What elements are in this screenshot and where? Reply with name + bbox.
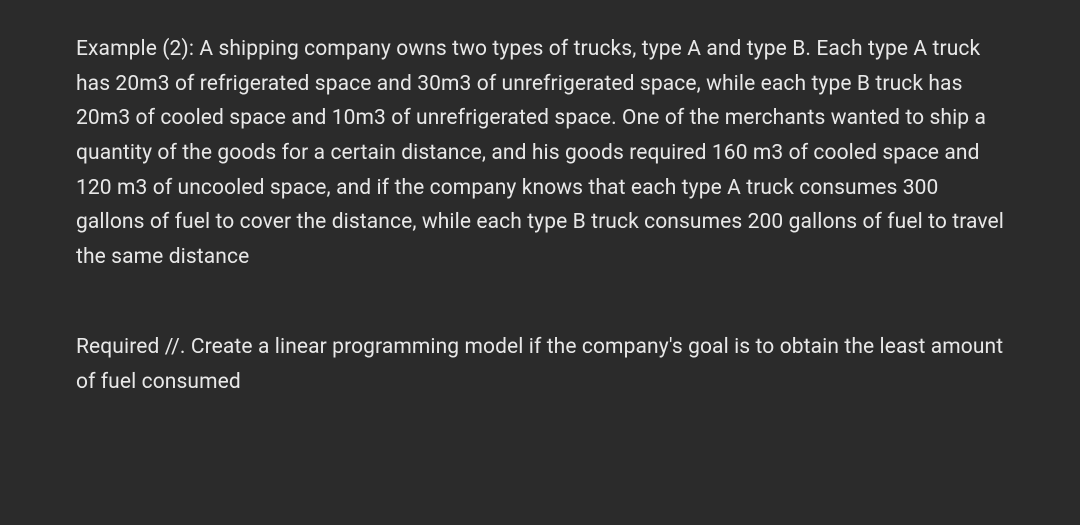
required-task-paragraph: Required //. Create a linear programming… <box>76 330 1008 399</box>
paragraph-spacer <box>76 274 1008 330</box>
problem-statement-paragraph: Example (2): A shipping company owns two… <box>76 32 1008 274</box>
